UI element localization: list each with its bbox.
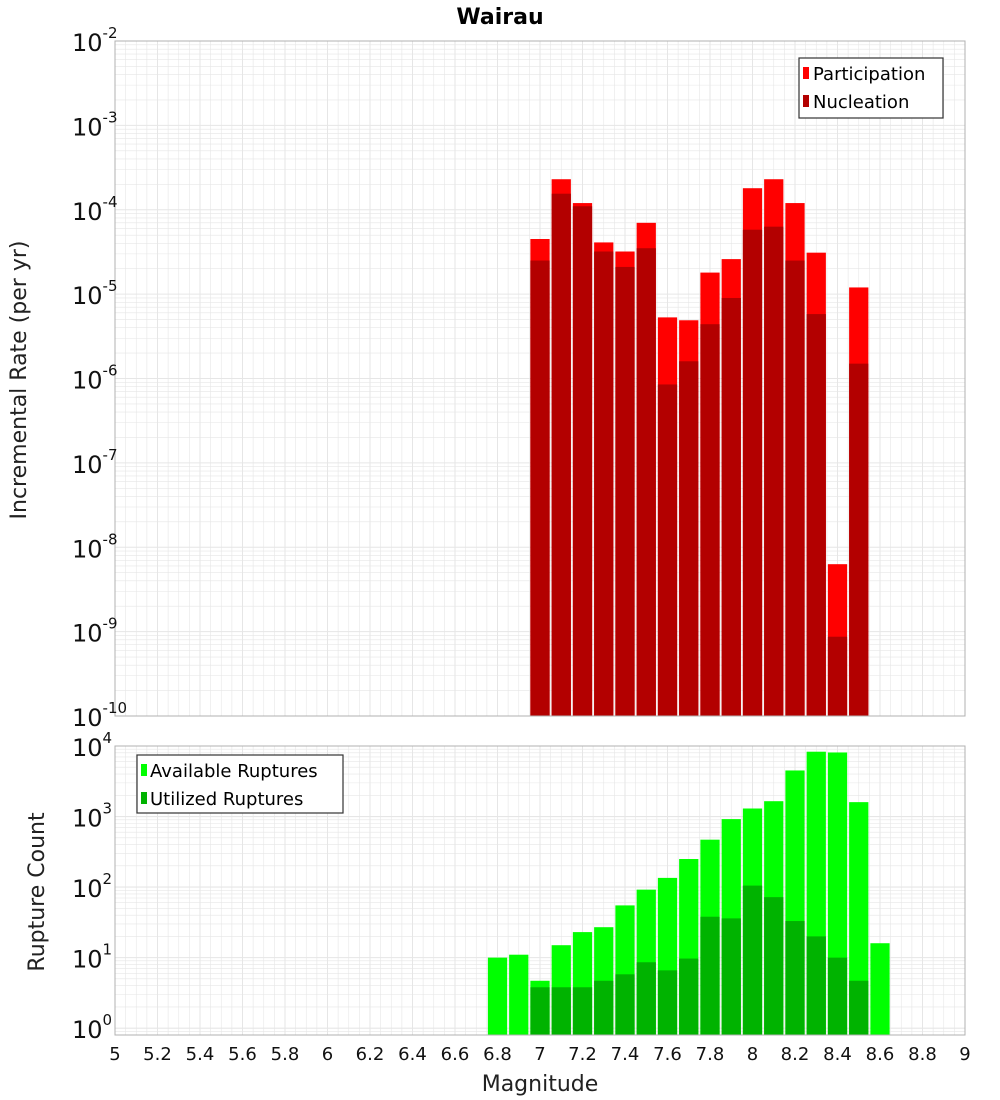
count-frame xyxy=(114,745,966,1036)
utilized-swatch xyxy=(141,792,147,804)
x-tick-label: 6 xyxy=(322,1044,333,1065)
x-tick-label: 7.8 xyxy=(696,1044,725,1065)
rate-bar-nucleation xyxy=(679,361,699,716)
rate-y-tick-label: 10-6 xyxy=(72,362,118,395)
rate-frame xyxy=(114,40,966,717)
count-bar-available-ruptures xyxy=(870,943,890,1035)
count-bar-utilized-ruptures xyxy=(721,918,741,1035)
count-bar-utilized-ruptures xyxy=(742,885,763,1035)
rate-y-tick-label: 10-4 xyxy=(72,193,118,226)
rate-bar-nucleation xyxy=(551,193,571,716)
rate-bar-nucleation xyxy=(594,251,614,716)
rate-y-tick-label: 10-3 xyxy=(72,108,118,141)
count-bar-available-ruptures xyxy=(849,802,869,1035)
x-tick-label: 6.4 xyxy=(398,1044,427,1065)
x-tick-label: 5.8 xyxy=(271,1044,300,1065)
x-tick-label: 8.6 xyxy=(866,1044,895,1065)
rate-bar-nucleation xyxy=(615,266,635,716)
count-y-tick-label: 100 xyxy=(72,1011,112,1044)
x-tick-label: 8.8 xyxy=(908,1044,937,1065)
count-bar-utilized-ruptures xyxy=(849,980,869,1035)
x-tick-label: 7.6 xyxy=(653,1044,682,1065)
x-tick-label: 7.2 xyxy=(568,1044,597,1065)
count-y-tick-label: 102 xyxy=(72,870,112,903)
count-bar-utilized-ruptures xyxy=(636,962,656,1035)
rate-bar-nucleation xyxy=(785,260,805,716)
count-bar-utilized-ruptures xyxy=(806,936,826,1035)
rate-y-tick-label: 10-2 xyxy=(72,24,118,57)
count-bar-utilized-ruptures xyxy=(572,987,593,1035)
x-tick-label: 5.2 xyxy=(143,1044,172,1065)
rate-bar-nucleation xyxy=(742,229,763,717)
legend-available: Available Ruptures xyxy=(150,761,318,782)
rate-legend: Participation Nucleation xyxy=(798,57,944,119)
count-bar-available-ruptures xyxy=(487,957,508,1035)
x-tick-label: 6.6 xyxy=(441,1044,470,1065)
nucleation-swatch xyxy=(803,95,809,107)
legend-utilized: Utilized Ruptures xyxy=(150,789,303,810)
count-bar-available-ruptures xyxy=(509,954,529,1035)
rate-y-tick-label: 10-7 xyxy=(72,446,118,479)
count-bar-utilized-ruptures xyxy=(530,987,550,1035)
rate-bar-nucleation xyxy=(657,384,678,716)
rate-bar-nucleation xyxy=(572,206,593,716)
legend-participation: Participation xyxy=(813,64,925,85)
count-bar-utilized-ruptures xyxy=(679,958,699,1035)
rate-bar-nucleation xyxy=(806,314,826,716)
count-y-tick-label: 101 xyxy=(72,941,112,974)
rate-legend-box xyxy=(798,57,944,119)
count-bar-utilized-ruptures xyxy=(785,921,805,1035)
rate-y-tick-label: 10-5 xyxy=(72,277,118,310)
count-bar-utilized-ruptures xyxy=(700,916,720,1035)
x-axis-label: Magnitude xyxy=(482,1072,599,1097)
x-axis-ticks: 5 5.2 5.4 5.6 5.8 6 6.2 6.4 6.6 6.8 7 7.2 7.4 7.6 7.8 8… xyxy=(109,1044,970,1065)
legend-nucleation: Nucleation xyxy=(813,92,909,113)
rate-bar-nucleation xyxy=(636,248,656,717)
count-bar-utilized-ruptures xyxy=(657,970,678,1035)
x-tick-label: 9 xyxy=(959,1044,970,1065)
x-tick-label: 7.4 xyxy=(611,1044,640,1065)
participation-swatch xyxy=(803,67,809,79)
count-bar-utilized-ruptures xyxy=(594,980,614,1035)
x-tick-label: 6.8 xyxy=(483,1044,512,1065)
rate-bar-nucleation xyxy=(827,636,848,716)
rate-bar-nucleation xyxy=(700,324,720,716)
bottom-y-axis-label: Rupture Count xyxy=(25,812,50,972)
count-y-tick-label: 104 xyxy=(72,729,112,762)
x-tick-label: 5.4 xyxy=(186,1044,215,1065)
available-swatch xyxy=(141,764,147,776)
rupture-count-plot: 104 103 102 101 100 xyxy=(72,729,966,1044)
count-bar-utilized-ruptures xyxy=(827,957,848,1035)
x-tick-label: 8.2 xyxy=(781,1044,810,1065)
rate-y-tick-label: 10-8 xyxy=(72,530,118,563)
rate-bar-nucleation xyxy=(849,363,869,716)
x-tick-label: 6.2 xyxy=(356,1044,385,1065)
rate-y-tick-label: 10-10 xyxy=(72,699,127,732)
count-y-tick-label: 103 xyxy=(72,800,112,833)
chart-title: Wairau xyxy=(456,5,543,30)
x-tick-label: 8.4 xyxy=(823,1044,852,1065)
rupture-legend-box xyxy=(136,754,344,814)
x-tick-label: 7 xyxy=(534,1044,545,1065)
rupture-legend: Available Ruptures Utilized Ruptures xyxy=(136,754,344,814)
rate-y-tick-label: 10-9 xyxy=(72,615,118,648)
x-tick-label: 5.6 xyxy=(228,1044,257,1065)
rate-plot: 10-2 10-3 10-4 10-5 10-6 10-7 10-8 10-9 10-10 xyxy=(72,24,966,732)
top-y-axis-label: Incremental Rate (per yr) xyxy=(7,241,32,520)
x-tick-label: 8 xyxy=(747,1044,758,1065)
x-tick-label: 5 xyxy=(109,1044,120,1065)
count-bar-utilized-ruptures xyxy=(615,974,635,1035)
count-bar-utilized-ruptures xyxy=(764,897,784,1035)
count-bar-utilized-ruptures xyxy=(551,987,571,1035)
rate-bar-nucleation xyxy=(530,260,550,716)
rate-bar-nucleation xyxy=(721,297,741,716)
rate-bar-nucleation xyxy=(764,226,784,716)
